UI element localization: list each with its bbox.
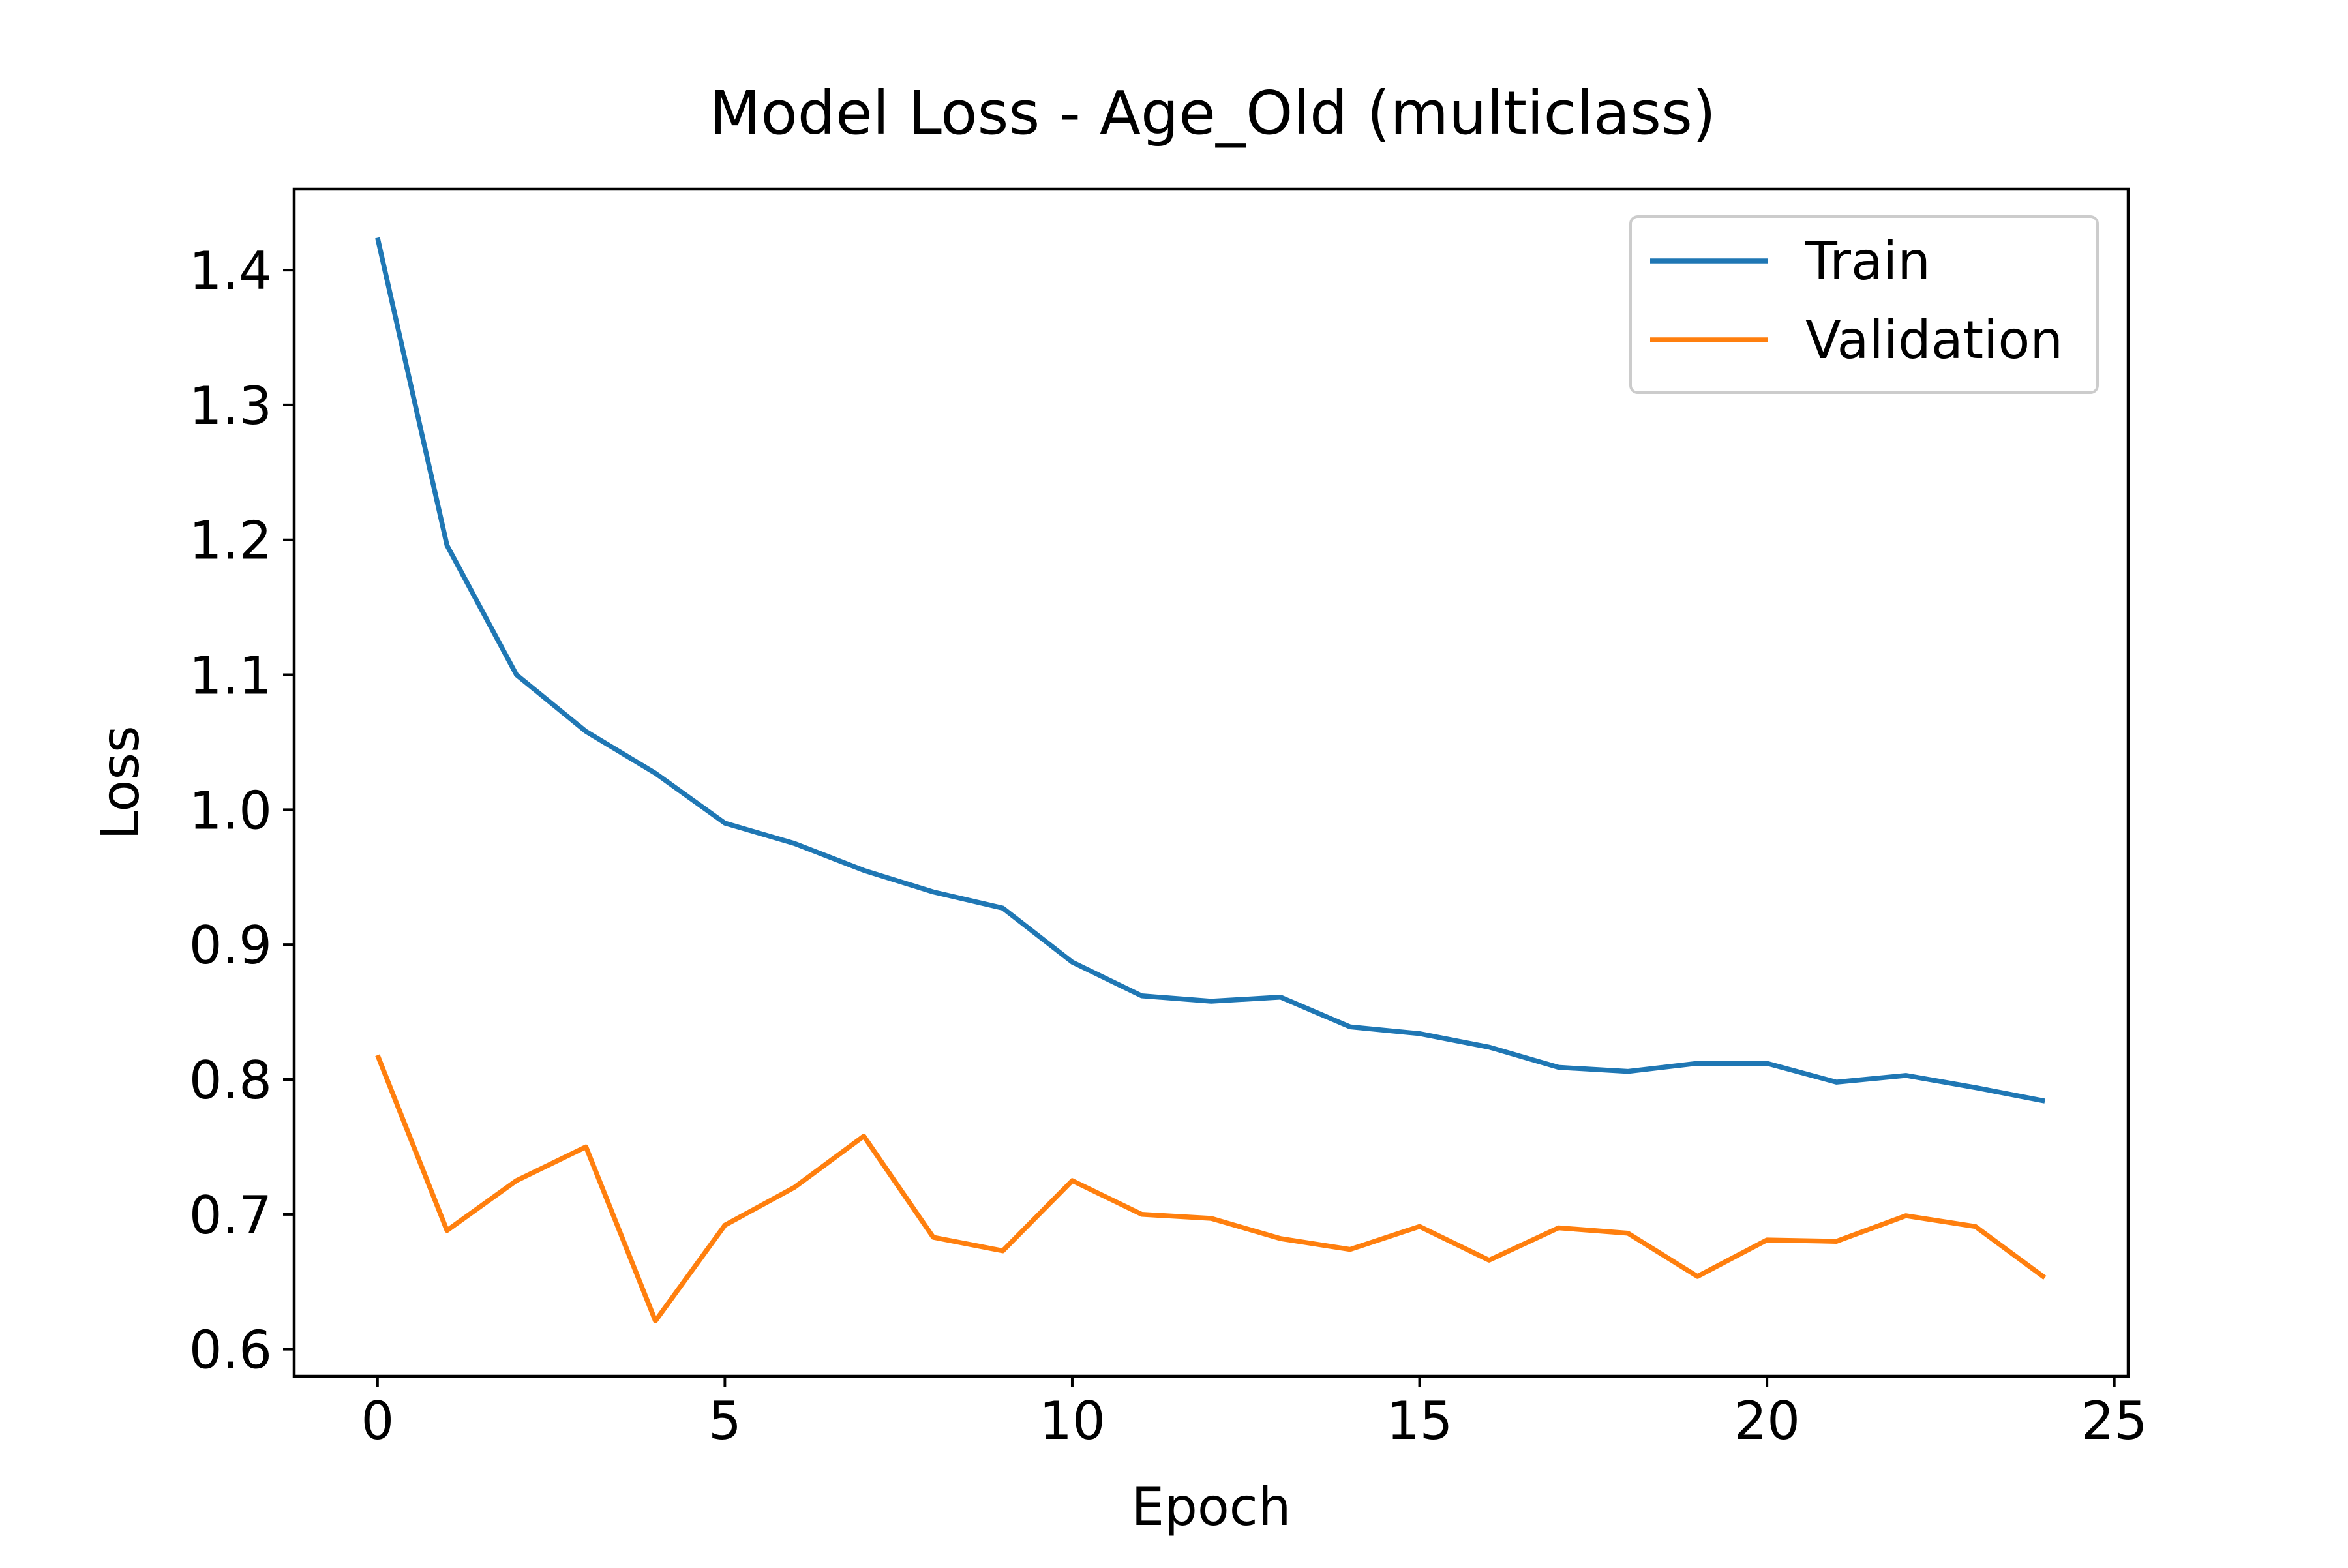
plot-layer (375, 237, 2047, 1323)
y-tick-label: 0.6 (189, 1320, 272, 1381)
y-tick-label: 1.2 (189, 511, 272, 571)
x-tick-label: 10 (1039, 1391, 1106, 1451)
x-tick-label: 15 (1387, 1391, 1453, 1451)
tick-layer: 0 5 10 15 20 25 0.6 0.7 0.8 0.9 1.0 1.1 1.2 1.3 1.4 (189, 241, 2148, 1451)
y-tick-label: 0.9 (189, 915, 272, 976)
series-line-train (375, 237, 2045, 1104)
y-axis-label: Loss (90, 725, 151, 839)
legend-label-train: Train (1805, 231, 1931, 292)
y-tick-label: 0.7 (189, 1185, 272, 1246)
y-tick-label: 1.1 (189, 646, 272, 706)
x-tick-label: 25 (2081, 1391, 2148, 1451)
chart-title: Model Loss - Age_Old (multiclass) (709, 78, 1716, 148)
legend: Train Validation (1629, 215, 2099, 394)
series-line-validation (375, 1054, 2047, 1323)
legend-label-validation: Validation (1805, 310, 2063, 370)
x-tick-label: 0 (361, 1391, 394, 1451)
y-tick-label: 0.8 (189, 1050, 272, 1111)
x-tick-label: 5 (708, 1391, 742, 1451)
y-tick-label: 1.3 (189, 376, 272, 436)
x-axis-label: Epoch (1132, 1477, 1291, 1537)
x-tick-label: 20 (1734, 1391, 1800, 1451)
plot-frame (292, 187, 2130, 1378)
y-tick-label: 1.0 (189, 780, 272, 841)
y-tick-label: 1.4 (189, 241, 272, 301)
